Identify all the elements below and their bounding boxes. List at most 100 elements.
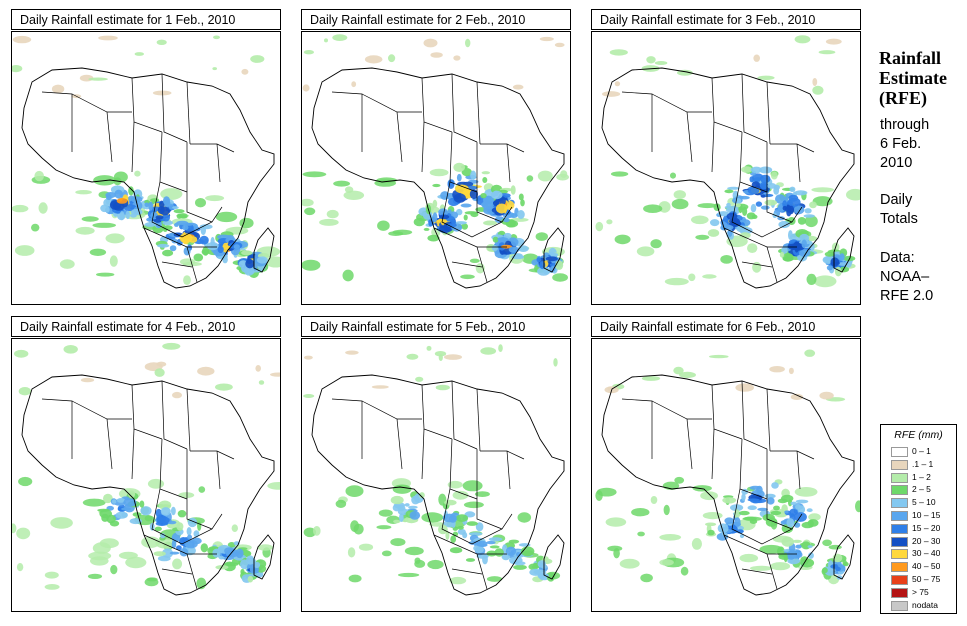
text-line: Data: (880, 250, 915, 266)
rain-cell (488, 537, 503, 542)
rain-cell (781, 536, 794, 547)
legend-swatch (891, 562, 908, 573)
rain-cell (804, 349, 816, 357)
rain-cell (351, 81, 357, 88)
country-border (711, 384, 743, 440)
africa-coastline (601, 374, 855, 596)
rain-cell (98, 35, 118, 41)
rain-cell (510, 185, 516, 195)
rain-cell (419, 492, 425, 499)
rain-cell (179, 258, 196, 266)
rain-cell (80, 377, 95, 383)
rain-cell (707, 229, 720, 237)
rain-cell (537, 560, 546, 568)
country-border (421, 77, 453, 133)
rain-cell (456, 173, 462, 182)
rain-cell (160, 517, 170, 524)
rain-cell (464, 211, 478, 215)
rain-cell (243, 266, 255, 276)
rain-cell (545, 256, 558, 262)
rain-cell (326, 209, 339, 219)
rain-cell (450, 535, 457, 543)
rain-cell (432, 199, 438, 208)
rain-cell (742, 206, 748, 216)
rain-cell (421, 512, 444, 523)
country-border (441, 488, 513, 545)
rain-cell (503, 232, 512, 239)
legend-label: 40 – 50 (912, 561, 941, 572)
rain-cell (444, 354, 462, 360)
country-border (711, 77, 743, 133)
madagascar-coastline (833, 534, 855, 580)
rain-cell (807, 545, 813, 549)
rain-cell (495, 203, 508, 214)
rain-cell (822, 539, 832, 547)
country-border (476, 388, 481, 452)
through-date: through 6 Feb. 2010 (880, 116, 929, 173)
rain-cell (784, 510, 789, 514)
rain-cell (335, 499, 347, 508)
rain-cell (546, 572, 555, 582)
legend-label: nodata (912, 599, 938, 610)
rain-cell (781, 494, 794, 502)
rain-cell (313, 526, 321, 536)
rain-cell (724, 517, 734, 524)
rain-cell (31, 223, 40, 232)
rain-cell (489, 545, 500, 549)
rain-cell (610, 171, 629, 177)
country-border (151, 181, 223, 238)
country-border (741, 261, 773, 268)
rain-cell (139, 500, 145, 508)
rain-cell (640, 573, 653, 583)
rain-cell (130, 208, 143, 216)
rain-cell (158, 500, 172, 510)
rain-cell (197, 521, 202, 531)
rain-cell (59, 259, 75, 269)
rain-cell (646, 56, 656, 64)
country-border (770, 450, 815, 460)
country-border (476, 81, 481, 145)
rain-cell (539, 36, 554, 42)
rain-cell (212, 548, 221, 558)
rain-cell (468, 532, 483, 536)
rain-cell (397, 572, 420, 578)
rain-cell (536, 257, 542, 263)
rain-cell (480, 347, 497, 355)
rain-cell (150, 198, 160, 203)
rain-cell (654, 61, 668, 65)
rain-cell (105, 206, 110, 213)
rain-cell (749, 485, 761, 490)
rain-cell (782, 200, 788, 209)
panel-title: Daily Rainfall estimate for 2 Feb., 2010 (301, 9, 571, 30)
rain-cell (474, 546, 484, 553)
rain-cell (475, 540, 488, 547)
rain-cell (200, 225, 206, 236)
rain-cell (673, 366, 684, 375)
rain-cell (193, 253, 204, 262)
rain-cell (461, 168, 472, 177)
rain-cell (342, 269, 354, 282)
rain-cell (302, 171, 327, 178)
legend-label: 1 – 2 (912, 471, 931, 482)
madagascar-coastline (253, 534, 275, 580)
rain-cell (200, 543, 208, 553)
country-border (451, 261, 483, 268)
rain-cell (134, 170, 141, 177)
rain-cell (804, 215, 818, 228)
rain-cell (735, 198, 742, 205)
rain-cell (520, 199, 525, 207)
rain-cell (491, 245, 498, 252)
rain-cell (75, 190, 92, 195)
rain-cell (735, 383, 754, 392)
rain-cell (746, 212, 756, 220)
rain-cell (176, 545, 182, 551)
text-line: through (880, 117, 930, 133)
rain-cell (739, 232, 751, 239)
rain-cell (209, 547, 214, 552)
rain-cell (44, 584, 60, 590)
rain-cell (345, 350, 359, 355)
rain-cell (659, 559, 674, 566)
rain-cell (212, 67, 217, 71)
rain-cell (636, 246, 655, 257)
rain-cell (144, 222, 156, 227)
